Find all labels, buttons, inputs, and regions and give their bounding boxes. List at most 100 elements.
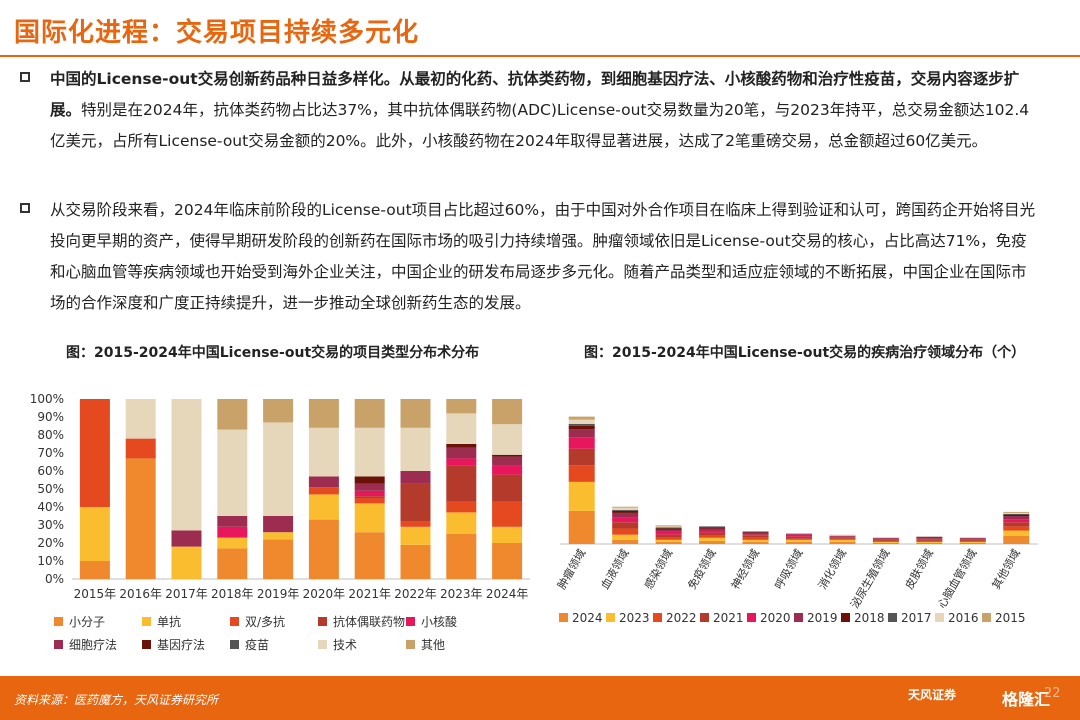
- bar-segment: [612, 534, 639, 540]
- bar-segment: [79, 561, 110, 579]
- legend-swatch: [142, 640, 151, 649]
- x-tick-label: 2017年: [165, 587, 208, 601]
- bar-segment: [699, 526, 726, 528]
- legend-label: 小分子: [69, 615, 105, 629]
- disease-area-stacked-chart: 肿瘤领域 血液领域 感染领域 免疫领域 神经领域 呼吸领域 消化领域 泌尿生殖领域 皮肤领域 心脑…: [554, 416, 1038, 625]
- legend-swatch: [318, 617, 327, 626]
- bar-segment: [1003, 530, 1030, 536]
- x-tick-label: 2015年: [74, 587, 117, 601]
- bar-segment: [492, 501, 523, 527]
- legend-swatch: [888, 613, 897, 622]
- x-tick-label: 2016年: [119, 587, 162, 601]
- x-tick-label: 2018年: [211, 587, 254, 601]
- bar-segment: [492, 454, 523, 457]
- bar-segment: [400, 544, 431, 579]
- legend-swatch: [559, 613, 568, 622]
- legend-swatch: [230, 640, 239, 649]
- bar-segment: [872, 537, 899, 539]
- bar-segment: [400, 427, 431, 471]
- bar-segment: [786, 536, 812, 539]
- bar-segment: [612, 506, 639, 508]
- legend-swatch: [54, 617, 63, 626]
- bar-segment: [354, 490, 385, 497]
- bar-segment: [829, 541, 856, 544]
- bar-segment: [446, 399, 477, 414]
- bar-segment: [959, 541, 986, 543]
- bar-segment: [655, 537, 682, 540]
- x-tick-label: 皮肤领域: [902, 547, 936, 592]
- bar-segment: [612, 509, 639, 511]
- bar-segment: [699, 535, 726, 538]
- bar-segment: [1003, 516, 1030, 520]
- bar-segment: [829, 539, 856, 542]
- legend-label: 2019: [807, 611, 838, 625]
- bar-segment: [742, 534, 769, 536]
- bar-segment: [171, 530, 202, 547]
- bar-segment: [916, 542, 943, 544]
- bar-segment: [916, 538, 943, 540]
- bar-segment: [612, 512, 639, 518]
- bar-segment: [742, 541, 769, 544]
- x-tick-label: 感染领域: [641, 547, 675, 592]
- bar-segment: [916, 537, 943, 539]
- bar-segment: [79, 399, 110, 507]
- bar-segment: [446, 447, 477, 459]
- legend-swatch: [318, 640, 327, 649]
- legend-swatch: [794, 613, 803, 622]
- bar-segment: [217, 537, 248, 549]
- bar-segment: [446, 413, 477, 444]
- x-tick-label: 血液领域: [598, 547, 632, 592]
- legend-label: 单抗: [157, 614, 181, 629]
- paragraph-lead: 中国的License-out交易创新药品种日益多样化。从最初的化药、抗体类药物，…: [50, 70, 1020, 119]
- bar-segment: [655, 541, 682, 544]
- bar-segment: [742, 537, 769, 540]
- legend-swatch: [142, 617, 151, 626]
- bar-segment: [1003, 519, 1030, 523]
- bar-segment: [308, 519, 339, 579]
- bullet-square-icon: [20, 72, 30, 82]
- bar-segment: [655, 526, 682, 528]
- bar-segment: [655, 528, 682, 530]
- bar-segment: [354, 483, 385, 491]
- bar-segment: [786, 538, 812, 540]
- bar-segment: [1003, 515, 1030, 517]
- bar-segment: [699, 527, 726, 529]
- legend-swatch: [406, 617, 415, 626]
- legend-label: 2023: [619, 611, 650, 625]
- bar-segment: [354, 503, 385, 533]
- bar-segment: [79, 507, 110, 561]
- bar-segment: [568, 419, 595, 424]
- watermark-logo: 格隆汇: [1002, 690, 1051, 709]
- project-type-stacked-chart: 0%10%20%30%40%50%60%70%80%90%100%2015年 20…: [30, 392, 530, 652]
- bar-segment: [263, 532, 294, 540]
- legend-label: 2024: [572, 611, 603, 625]
- legend-label: 2020: [760, 611, 791, 625]
- y-tick-label: 70%: [37, 446, 64, 460]
- legend-label: 双/多抗: [245, 614, 285, 629]
- bar-segment: [1003, 513, 1030, 515]
- bar-segment: [612, 539, 639, 544]
- bar-segment: [612, 528, 639, 535]
- bar-segment: [1003, 522, 1030, 527]
- bar-segment: [354, 532, 385, 579]
- paragraph-body: 从交易阶段来看，2024年临床前阶段的License-out项目占比超过60%，…: [50, 201, 1036, 312]
- legend-swatch: [54, 640, 63, 649]
- bar-segment: [492, 399, 523, 425]
- legend-label: 2022: [666, 611, 697, 625]
- bar-segment: [742, 532, 769, 535]
- bar-segment: [568, 425, 595, 430]
- bullet-square-icon: [20, 203, 30, 213]
- legend-label: 2016: [948, 611, 979, 625]
- bar-segment: [568, 481, 595, 511]
- bar-segment: [446, 534, 477, 579]
- bar-segment: [492, 543, 523, 579]
- x-tick-label: 2020年: [303, 587, 346, 601]
- bar-segment: [308, 494, 339, 520]
- legend-label: 2021: [713, 611, 744, 625]
- legend-label: 抗体偶联药物: [333, 614, 405, 629]
- y-tick-label: 10%: [37, 554, 64, 568]
- page-number: 22: [1044, 686, 1061, 701]
- paragraph-body: 特别是在2024年，抗体类药物占比达37%，其中抗体偶联药物(ADC)Licen…: [50, 101, 1030, 150]
- bar-segment: [1003, 526, 1030, 531]
- y-tick-label: 50%: [37, 482, 64, 496]
